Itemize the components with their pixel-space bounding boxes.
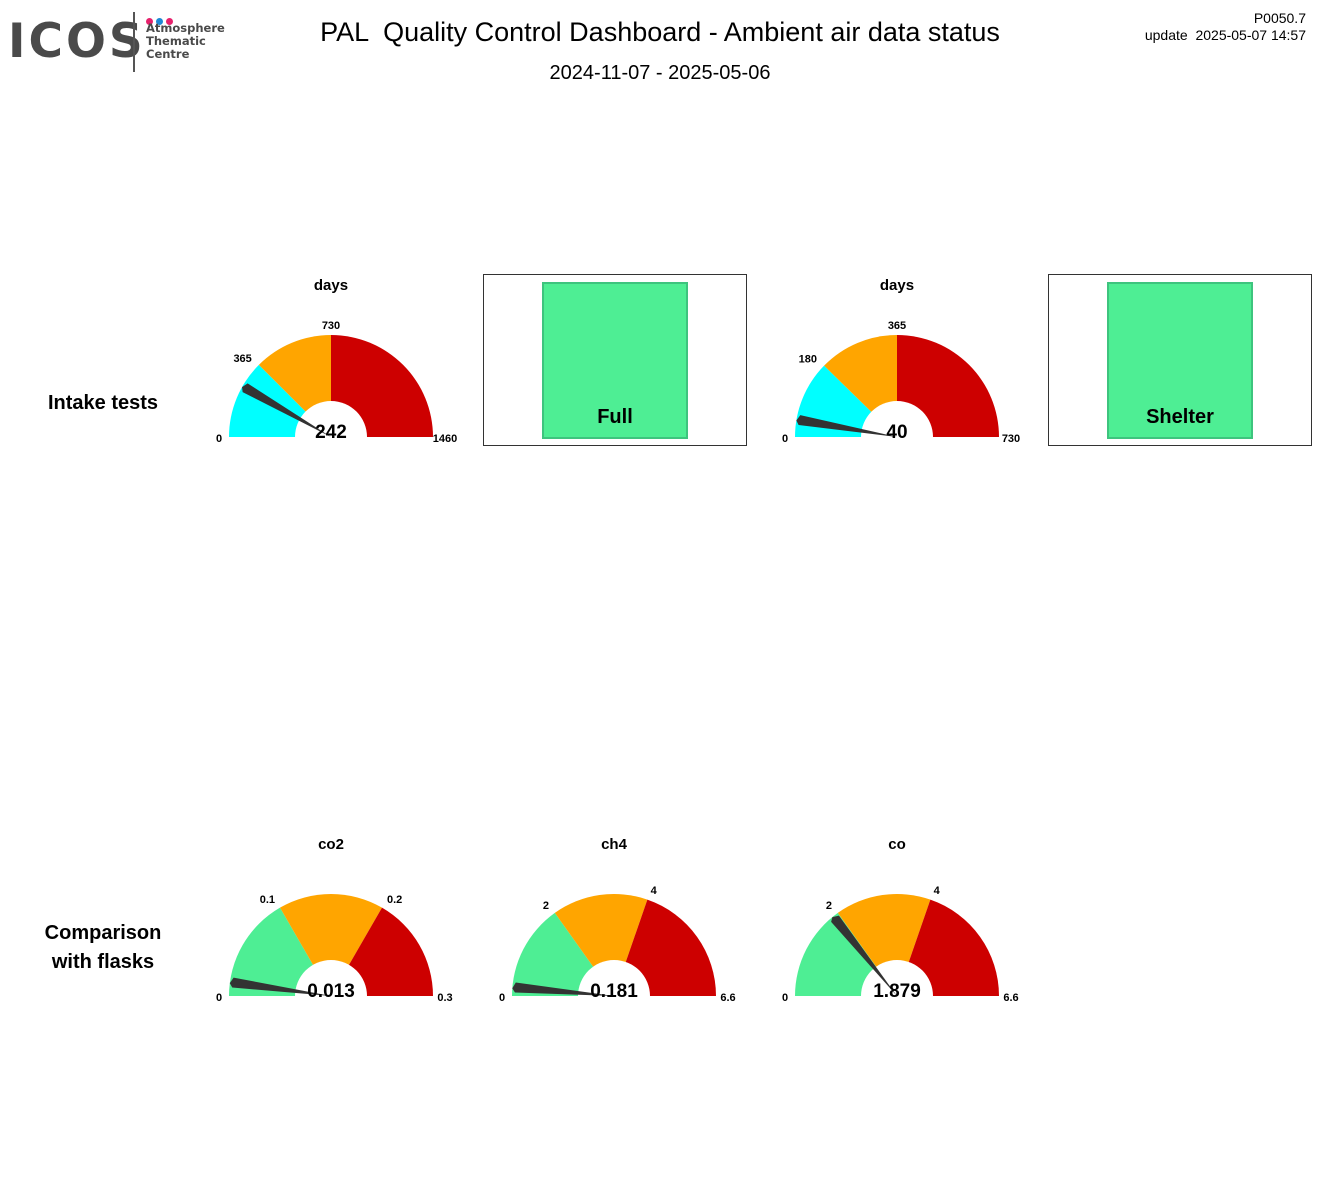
gauge-tick-label: 2 — [826, 900, 832, 912]
logo-subtitle-line: Thematic — [146, 34, 206, 48]
gauge-title: days — [880, 277, 914, 294]
status-box-intake-1: Full — [483, 274, 747, 446]
gauge-title: co2 — [318, 836, 344, 853]
gauge-needle — [229, 977, 331, 996]
page-title: PAL Quality Control Dashboard - Ambient … — [320, 17, 1000, 47]
gauge-title: ch4 — [601, 836, 628, 853]
gauge-tick-label: 1460 — [433, 433, 457, 445]
row-label-intake: Intake tests — [13, 389, 193, 418]
gauge-tick-label: 6.6 — [1003, 992, 1018, 1004]
gauge-intake-days-1: 0 365 730 1460 days 242 — [200, 270, 462, 473]
gauge-svg: 0 2 4 6.6 ch4 0.181 — [483, 836, 745, 1032]
gauge-tick-label: 0 — [782, 433, 788, 445]
station-code: P0050.7 — [1253, 10, 1306, 26]
gauge-tick-label: 365 — [888, 320, 906, 332]
gauge-flask-ch4: 0 2 4 6.6 ch4 0.181 — [483, 829, 745, 1032]
logo-dot-3 — [166, 18, 173, 25]
gauge-value: 1.879 — [873, 981, 921, 1002]
logo-dot-1 — [146, 18, 153, 25]
gauge-value: 0.013 — [307, 981, 355, 1002]
gauge-svg: 0 365 730 1460 days 242 — [200, 277, 462, 473]
gauge-tick-label: 730 — [1002, 433, 1020, 445]
gauge-value: 242 — [315, 422, 347, 443]
gauge-tick-label: 365 — [233, 353, 251, 365]
logo-subtitle-line: Centre — [146, 47, 190, 61]
gauge-tick-label: 4 — [934, 885, 941, 897]
gauge-flask-co2: 0 0.1 0.2 0.3 co2 0.013 — [200, 829, 462, 1032]
logo-subtitle-line: Atmosphere — [146, 21, 225, 35]
gauge-needle — [512, 982, 614, 996]
gauge-band — [554, 894, 648, 996]
gauge-value: 0.181 — [590, 981, 638, 1002]
gauge-svg: 0 2 4 6.6 co 1.879 — [766, 836, 1028, 1032]
gauge-base — [766, 996, 1028, 1001]
gauge-band — [280, 894, 382, 996]
gauge-tick-label: 0 — [499, 992, 505, 1004]
status-label: Shelter — [1146, 406, 1214, 428]
logo-dots — [146, 12, 176, 25]
icos-logo: ICOS Atmosphere Thematic Centre — [8, 10, 228, 74]
gauge-flask-co: 0 2 4 6.6 co 1.879 — [766, 829, 1028, 1032]
gauge-needle — [831, 915, 897, 996]
gauge-band — [837, 894, 931, 996]
status-fill — [1107, 282, 1253, 439]
logo-wordmark: ICOS — [8, 14, 146, 69]
gauge-svg: 0 180 365 730 days 40 — [766, 277, 1028, 473]
gauge-tick-label: 180 — [799, 354, 817, 366]
row-label-flasks-line: Comparison — [44, 922, 162, 944]
gauge-tick-label: 6.6 — [720, 992, 735, 1004]
gauge-tick-label: 4 — [651, 885, 658, 897]
gauge-title: co — [888, 836, 906, 853]
logo-divider — [133, 12, 135, 72]
logo-dot-2 — [156, 18, 163, 25]
gauge-tick-label: 2 — [543, 900, 549, 912]
status-fill — [542, 282, 688, 439]
gauge-needle — [242, 383, 331, 437]
period-range: 2024-11-07 - 2025-05-06 — [549, 62, 771, 84]
gauge-needle — [796, 415, 897, 437]
gauge-band — [897, 335, 999, 437]
gauge-band — [331, 335, 433, 437]
logo-subtitle: Atmosphere Thematic Centre — [146, 22, 225, 61]
gauge-tick-label: 730 — [322, 320, 340, 332]
gauge-intake-days-2: 0 180 365 730 days 40 — [766, 270, 1028, 473]
gauge-tick-label: 0 — [216, 992, 222, 1004]
row-label-flasks-line: with flasks — [51, 951, 155, 973]
gauge-svg: 0 0.1 0.2 0.3 co2 0.013 — [200, 836, 462, 1032]
gauge-value: 40 — [886, 422, 907, 443]
gauge-tick-label: 0 — [216, 433, 222, 445]
gauge-title: days — [314, 277, 348, 294]
status-label: Full — [597, 406, 633, 428]
gauge-tick-label: 0.2 — [387, 894, 402, 906]
gauge-base — [200, 437, 462, 442]
gauge-tick-label: 0 — [782, 992, 788, 1004]
row-label-intake-text: Intake tests — [47, 392, 159, 414]
gauge-base — [483, 996, 745, 1001]
gauge-base — [200, 996, 462, 1001]
status-box-intake-2: Shelter — [1048, 274, 1312, 446]
gauge-tick-label: 0.3 — [437, 992, 452, 1004]
update-timestamp: update 2025-05-07 14:57 — [1144, 27, 1306, 43]
row-label-flasks: Comparison with flasks — [13, 919, 193, 977]
gauge-base — [766, 437, 1028, 442]
gauge-tick-label: 0.1 — [260, 894, 275, 906]
